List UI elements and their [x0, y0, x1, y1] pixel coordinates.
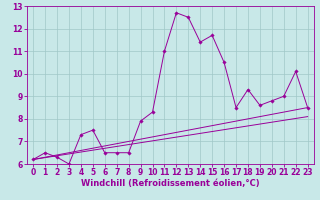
X-axis label: Windchill (Refroidissement éolien,°C): Windchill (Refroidissement éolien,°C): [81, 179, 260, 188]
